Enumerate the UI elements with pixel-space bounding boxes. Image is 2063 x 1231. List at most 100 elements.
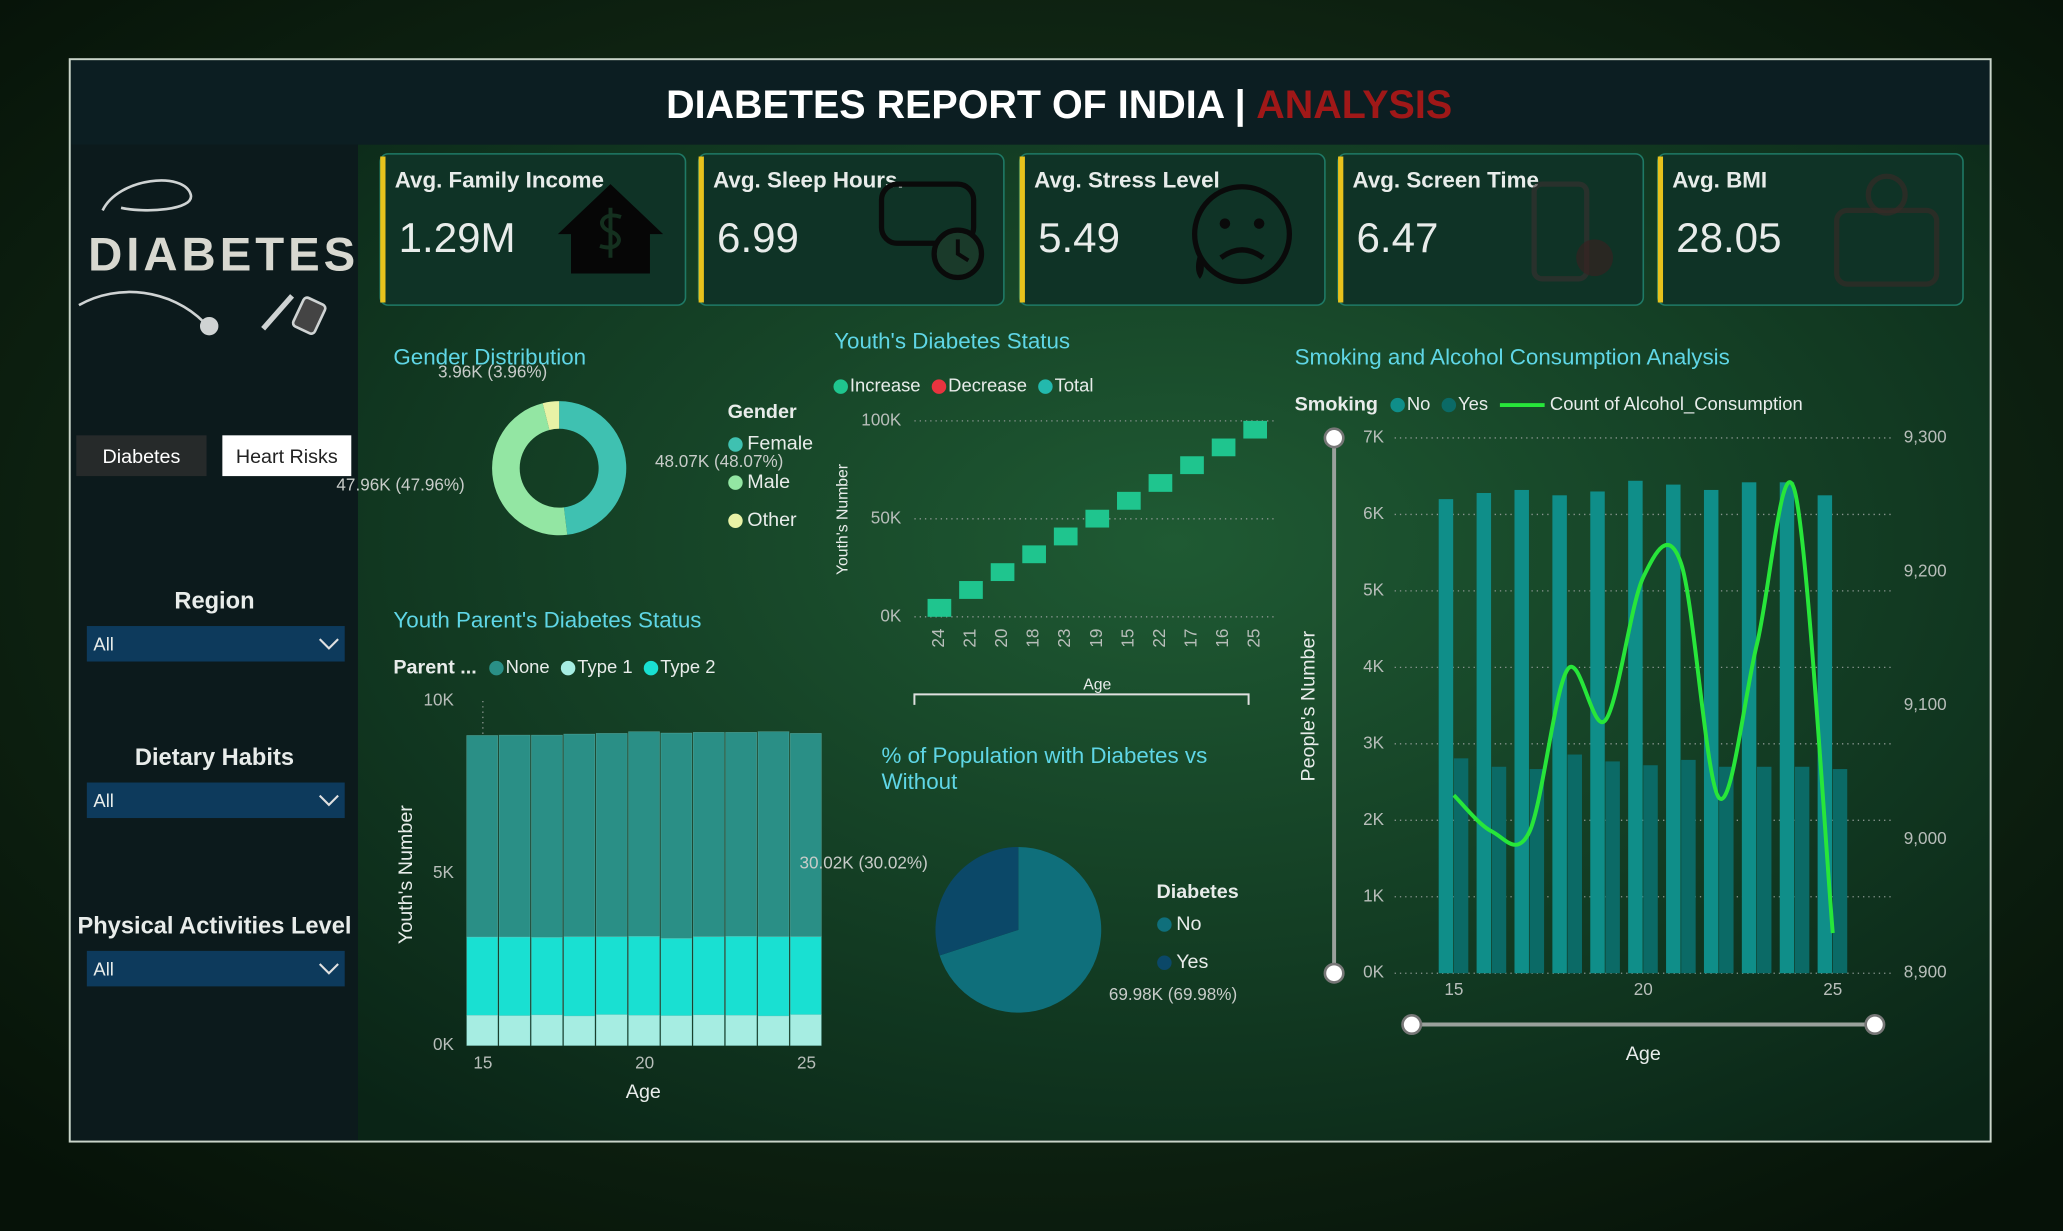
y-tick-label: 3K	[1363, 733, 1385, 752]
y-tick-label: 0K	[880, 606, 902, 625]
filter-label: Physical Activities Level	[77, 913, 351, 939]
waterfall-bar	[1243, 420, 1268, 439]
waterfall-bar	[1180, 456, 1204, 475]
kpi-label: Avg. Screen Time	[1353, 167, 1539, 192]
waterfall-bar	[1211, 438, 1236, 457]
filter-value: All	[93, 790, 113, 811]
legend-label: None	[506, 656, 550, 677]
header-bar	[71, 60, 1990, 145]
bar	[1590, 491, 1605, 974]
axis-title: Age	[626, 1081, 661, 1103]
stacked-bar	[757, 731, 790, 937]
legend-label: Female	[747, 433, 813, 455]
title-main: DIABETES REPORT OF INDIA |	[666, 83, 1246, 127]
legend-title: Parent ...	[393, 656, 476, 678]
y-tick-label: 1K	[1363, 886, 1385, 905]
y-tick-label: 9,200	[1904, 561, 1947, 580]
stacked-bar	[692, 732, 725, 937]
legend-dot	[1157, 917, 1172, 932]
waterfall-bar	[1117, 491, 1141, 510]
legend-dot	[489, 660, 504, 676]
x-tick-label: 16	[1213, 629, 1232, 648]
data-label: 3.96K (3.96%)	[438, 362, 547, 381]
stacked-bar	[692, 1014, 725, 1046]
kpi-value: 28.05	[1676, 214, 1781, 261]
tab-button[interactable]	[222, 435, 352, 477]
logo-art	[78, 179, 327, 336]
waterfall-bar	[927, 598, 952, 617]
data-label: 69.98K (69.98%)	[1109, 985, 1237, 1004]
data-label: 48.07K (48.07%)	[655, 452, 783, 471]
legend-title: Gender	[728, 401, 797, 423]
bar	[1453, 758, 1469, 974]
y-tick-label: 9,300	[1904, 427, 1947, 446]
bar	[1552, 495, 1567, 974]
y-tick-label: 7K	[1363, 427, 1385, 446]
legend-dot	[833, 379, 848, 394]
bar	[1491, 766, 1507, 974]
donut-slice	[542, 401, 560, 430]
stacked-bar	[466, 735, 498, 938]
legend-label: No	[1176, 913, 1201, 935]
stacked-bar	[595, 1014, 628, 1046]
stacked-bar	[790, 733, 822, 937]
legend-dot	[728, 475, 743, 490]
tab-button[interactable]	[76, 435, 207, 477]
x-tick-label: 17	[1182, 629, 1201, 648]
title-accent: ANALYSIS	[1256, 83, 1452, 127]
kpi-label: Avg. Stress Level	[1034, 167, 1220, 192]
tab-label[interactable]: Diabetes	[103, 446, 181, 468]
bar	[1666, 484, 1681, 974]
kpi-label: Avg. BMI	[1672, 167, 1767, 192]
legend-title: Smoking	[1295, 393, 1378, 415]
chart-title: Youth Parent's Diabetes Status	[393, 607, 702, 633]
y-tick-label: 9,000	[1904, 829, 1947, 848]
pie-slice	[939, 846, 1102, 1013]
stacked-bar	[660, 732, 693, 939]
stacked-bar	[757, 1015, 790, 1046]
filter-dropdown[interactable]	[86, 626, 345, 662]
bar	[1476, 493, 1492, 974]
bar	[1438, 499, 1454, 974]
waterfall-bar	[959, 581, 983, 599]
legend-dot	[931, 379, 947, 394]
chart-title: Youth's Diabetes Status	[834, 328, 1071, 354]
bar	[1567, 754, 1582, 974]
waterfall-bar	[1148, 474, 1173, 492]
stacked-bar	[531, 734, 563, 938]
axis-title: Age	[1626, 1043, 1661, 1065]
kpi-accent	[1338, 156, 1344, 303]
stacked-bar	[790, 936, 822, 1015]
legend-label: Increase	[850, 375, 921, 396]
axis-title: Youth's Number	[395, 805, 417, 944]
chart-title-box: % of Population with Diabetes vs Without	[882, 743, 1208, 794]
stacked-bar	[725, 1014, 757, 1046]
axis-title: Youth's Number	[835, 464, 852, 575]
x-tick-label: 25	[1823, 980, 1842, 999]
y-tick-label: 4K	[1363, 657, 1385, 676]
pie-slice	[935, 846, 1019, 956]
x-tick-label: 25	[1245, 629, 1264, 648]
legend-dot	[728, 513, 743, 529]
stacked-bar	[563, 936, 596, 1017]
stacked-bar	[563, 1015, 596, 1046]
stacked-bar	[531, 1014, 563, 1046]
filter-dropdown[interactable]	[86, 950, 345, 987]
legend-label: Male	[747, 471, 790, 493]
dropdown-chevron	[318, 638, 339, 650]
tab-label[interactable]: Heart Risks	[236, 446, 338, 468]
x-tick-label: 25	[797, 1053, 816, 1072]
filter-dropdown[interactable]	[86, 782, 345, 819]
bar	[1605, 761, 1620, 974]
donut-slice	[559, 401, 627, 535]
legend-label: Other	[747, 509, 797, 531]
y-tick-label: 6K	[1363, 504, 1385, 523]
bar	[1628, 480, 1643, 974]
legend-dot	[1157, 955, 1172, 970]
y-tick-label: 2K	[1363, 810, 1385, 829]
stacked-bar	[466, 936, 498, 1016]
line-series	[1452, 480, 1835, 934]
legend-dot	[728, 437, 743, 452]
legend-label: Decrease	[948, 375, 1027, 396]
